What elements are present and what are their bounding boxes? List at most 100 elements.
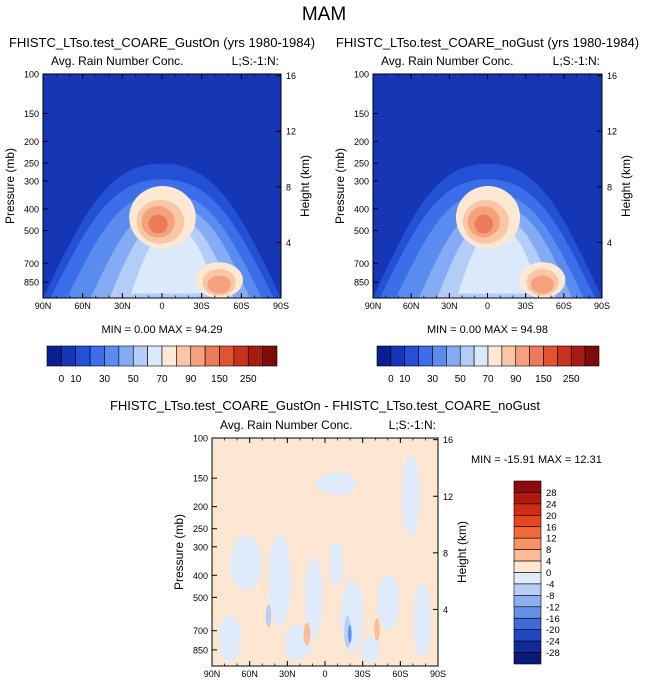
height-tick-label: 16 <box>443 435 453 445</box>
colorbar-swatch <box>513 526 542 539</box>
latitude-tick-label: 30S <box>194 301 210 311</box>
height-axis-label: Height (km) <box>455 521 469 583</box>
colorbar-label: -20 <box>546 625 560 636</box>
panel-right-label: L;S:-1:N: <box>553 54 600 68</box>
colorbar-label: 8 <box>546 545 551 556</box>
colorbar-label: 250 <box>563 374 580 385</box>
colorbar-label: -4 <box>546 579 554 590</box>
pressure-tick-label: 300 <box>193 542 208 552</box>
colorbar-swatch <box>432 345 447 367</box>
panel-left-label: Avg. Rain Number Conc. <box>51 54 184 68</box>
colorbar-label: 70 <box>482 374 494 385</box>
colorbar-swatch <box>513 572 542 585</box>
pressure-tick-label: 700 <box>24 259 39 269</box>
colorbar-swatch <box>61 345 77 367</box>
colorbar-swatch <box>584 345 600 367</box>
colorbar-label: 20 <box>546 511 557 522</box>
colorbar-swatch <box>529 345 544 367</box>
pressure-tick-label: 200 <box>24 137 39 147</box>
pressure-tick-label: 400 <box>24 204 39 214</box>
latitude-tick-label: 60N <box>403 301 420 311</box>
pressure-tick-label: 150 <box>354 109 369 119</box>
colorbar-swatch <box>75 345 91 367</box>
contour-band <box>148 214 168 234</box>
panel-title: FHISTC_LTso.test_COARE_GustOn - FHISTC_L… <box>110 398 540 413</box>
colorbar-label: 30 <box>99 374 111 385</box>
colorbar-swatch <box>513 537 542 550</box>
colorbar-swatch <box>404 345 419 367</box>
contour-band <box>340 579 364 653</box>
colorbar-swatch <box>233 345 249 367</box>
colorbar-swatch <box>147 345 163 367</box>
pressure-tick-label: 250 <box>354 159 369 169</box>
height-tick-label: 8 <box>286 182 291 192</box>
contour-band <box>315 472 357 495</box>
colorbar-label: 50 <box>455 374 467 385</box>
panel-stats: MIN = -15.91 MAX = 12.31 <box>471 454 602 466</box>
colorbar-swatch <box>570 345 586 367</box>
latitude-tick-label: 30S <box>518 301 534 311</box>
pressure-tick-label: 400 <box>354 204 369 214</box>
pressure-tick-label: 500 <box>193 593 208 603</box>
contour-band <box>374 618 380 641</box>
pressure-tick-label: 150 <box>24 109 39 119</box>
contour-band <box>218 615 242 662</box>
colorbar-label: 28 <box>546 488 557 499</box>
pressure-tick-label: 100 <box>24 70 39 80</box>
colorbar-label: 0 <box>546 568 551 579</box>
pressure-axis-label: Pressure (mb) <box>333 148 347 224</box>
colorbar-label: -24 <box>546 637 560 648</box>
panel-stats: MIN = 0.00 MAX = 94.98 <box>427 324 548 336</box>
colorbar-label: 4 <box>546 557 551 568</box>
latitude-tick-label: 90N <box>204 669 221 679</box>
pressure-tick-label: 700 <box>354 259 369 269</box>
colorbar-label: -12 <box>546 602 560 613</box>
colorbar-swatch <box>390 345 406 367</box>
pressure-tick-label: 500 <box>24 226 39 236</box>
contour-band <box>265 604 272 628</box>
colorbar-label: 150 <box>535 374 552 385</box>
pressure-tick-label: 250 <box>193 524 208 534</box>
contour-band <box>230 536 262 591</box>
height-tick-label: 12 <box>286 127 296 137</box>
colorbar-swatch <box>219 345 235 367</box>
colorbar-label: 0 <box>388 374 394 385</box>
latitude-tick-label: 30N <box>441 301 458 311</box>
pressure-axis-label: Pressure (mb) <box>3 148 17 224</box>
latitude-tick-label: 60S <box>233 301 249 311</box>
colorbar-swatch <box>89 345 105 367</box>
contour-band <box>474 214 493 234</box>
colorbar-swatch <box>515 345 530 367</box>
colorbar-swatch <box>513 560 542 573</box>
colorbar-swatch <box>176 345 192 367</box>
pressure-tick-label: 850 <box>24 278 39 288</box>
colorbar-swatch <box>446 345 461 367</box>
colorbar-label: -28 <box>546 648 560 659</box>
colorbar-swatch <box>513 617 542 630</box>
pressure-tick-label: 100 <box>193 434 208 444</box>
latitude-tick-label: 30N <box>114 301 131 311</box>
latitude-tick-label: 60N <box>241 669 258 679</box>
height-tick-label: 16 <box>286 71 296 81</box>
panel-title: FHISTC_LTso.test_COARE_GustOn (yrs 1980-… <box>9 35 315 50</box>
height-axis-label: Height (km) <box>619 155 633 217</box>
height-tick-label: 12 <box>607 127 617 137</box>
colorbar-swatch <box>543 345 558 367</box>
panel-stats: MIN = 0.00 MAX = 94.29 <box>101 324 222 336</box>
pressure-tick-label: 250 <box>24 159 39 169</box>
latitude-tick-label: 30N <box>279 669 296 679</box>
contour-band <box>401 453 420 537</box>
pressure-tick-label: 200 <box>354 137 369 147</box>
contour-band <box>329 540 344 587</box>
colorbar-swatch <box>132 345 148 367</box>
colorbar-swatch <box>247 345 263 367</box>
colorbar-swatch <box>418 345 433 367</box>
colorbar-label: -16 <box>546 614 560 625</box>
latitude-tick-label: 60N <box>74 301 91 311</box>
colorbar-label: 10 <box>399 374 411 385</box>
colorbar-swatch <box>513 652 542 665</box>
contour-band <box>268 533 292 625</box>
panel-left-label: Avg. Rain Number Conc. <box>220 418 353 432</box>
colorbar-swatch <box>513 629 542 642</box>
